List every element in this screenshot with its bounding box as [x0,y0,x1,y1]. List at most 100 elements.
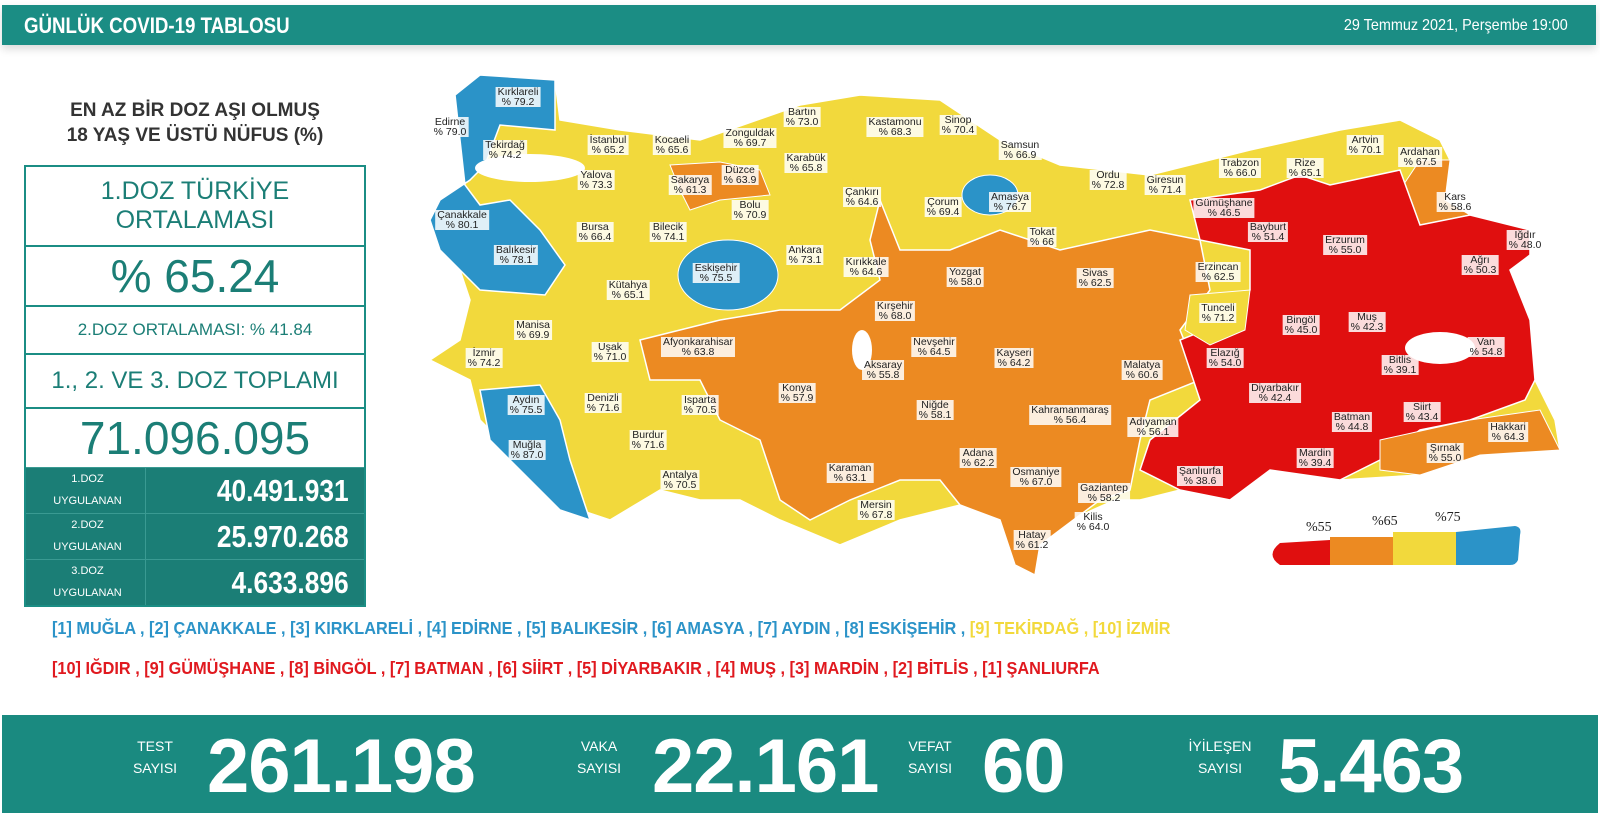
province-label: Karabük% 65.8 [784,153,828,173]
province-value: % 64.6 [843,197,881,207]
province-name: Trabzon [1218,157,1262,169]
province-value: % 39.4 [1296,457,1334,469]
province-name: Kocaeli [652,134,692,146]
province-name: Kastamonu [866,116,924,128]
marmara-sea [475,154,585,182]
province-value: % 71.6 [584,402,622,414]
top-list-blue: [1] MUĞLA , [2] ÇANAKKALE , [3] KIRKLARE… [52,618,970,638]
province-value: % 55.0 [1426,452,1464,464]
province-value: % 72.8 [1089,179,1127,191]
province-label: Ordu% 72.8 [1089,170,1127,191]
panel-title: EN AZ BİR DOZ AŞI OLMUŞ 18 YAŞ VE ÜSTÜ N… [24,98,366,148]
province-label: Manisa% 69.9 [514,320,552,340]
province-label: Amasya% 76.7 [989,192,1031,212]
page-title: GÜNLÜK COVID-19 TABLOSU [24,13,290,38]
turkey-vaccination-map [428,74,1561,577]
province-value: % 60.6 [1121,370,1163,380]
province-value: % 39.1 [1381,364,1419,376]
province-label: Burdur% 71.6 [629,430,667,450]
province-value: % 46.5 [1193,208,1255,218]
province-value: % 51.4 [1247,232,1289,242]
province-value: % 43.4 [1403,411,1441,423]
province-label: Şanlıurfa% 38.6 [1176,465,1224,486]
province-name: Çankırı [843,186,881,198]
province-value: % 67.0 [1010,477,1062,487]
test-label: TEST SAYISI [120,735,190,779]
legend-label-75: %75 [1435,510,1461,525]
dose1-row: 1.DOZ UYGULANAN 40.491.931 [26,467,364,513]
province-name: Eskişehir [692,262,740,274]
province-label: Tekirdağ% 74.2 [483,140,527,160]
province-value: % 44.8 [1331,422,1373,432]
province-value: % 74.2 [483,150,527,160]
date-text: 29 Temmuz 2021, Perşembe 19:00 [1344,17,1568,34]
dose2-average: 2.DOZ ORTALAMASI: % 41.84 [26,307,364,355]
province-value: % 79.2 [495,97,541,107]
province-value: % 55.8 [862,370,904,380]
province-name: Manisa [514,319,552,331]
province-label: Bilecik% 74.1 [649,222,687,243]
province-name: Ardahan [1398,146,1442,158]
province-name: Şanlıurfa [1176,465,1224,477]
province-label: Batman% 44.8 [1331,412,1373,432]
dose-value: 25.970.268 [216,519,349,554]
province-label: Bolu% 70.9 [731,200,769,221]
test-label-1: TEST [137,738,173,754]
province-label: Kahramanmaraş% 56.4 [1029,405,1111,425]
province-label: Kilis% 64.0 [1074,512,1112,532]
province-label: Sakarya% 61.3 [668,175,712,195]
province-value: % 74.2 [465,357,503,369]
dose3-row: 3.DOZ UYGULANAN 4.633.896 [26,559,364,605]
province-label: Kars% 58.6 [1436,192,1474,212]
province-name: Erzincan [1195,261,1241,273]
province-label: Düzce% 63.9 [721,165,759,185]
province-label: Ardahan% 67.5 [1398,147,1442,167]
province-name: Gümüşhane [1193,197,1255,209]
province-name: Mardin [1296,448,1334,458]
province-name: Bingöl [1282,315,1320,325]
province-value: % 69.9 [514,330,552,340]
test-label-2: SAYISI [132,760,178,776]
province-label: Balıkesir% 78.1 [493,245,539,265]
province-value: % 78.1 [493,255,539,265]
province-name: Ankara [786,244,824,256]
province-name: Konya [778,383,816,393]
test-value: 261.198 [207,724,476,809]
province-value: % 57.9 [778,392,816,404]
province-value: % 62.5 [1195,272,1241,282]
province-value: % 76.7 [989,202,1031,212]
province-label: Çankırı% 64.6 [843,187,881,207]
province-value: % 74.1 [649,231,687,243]
province-value: % 70.4 [939,124,977,136]
province-label: Isparta% 70.5 [681,395,719,415]
iyilesen-value: 5.463 [1278,724,1464,809]
province-label: Yozgat% 58.0 [946,267,984,287]
province-name: Nevşehir [911,336,957,348]
province-value: % 70.9 [731,209,769,221]
province-name: Gaziantep [1078,482,1130,494]
vefat-label: VEFAT SAYISI [895,735,965,779]
province-label: İzmir% 74.2 [465,348,503,369]
province-name: Bolu [731,200,769,210]
province-name: Isparta [681,395,719,405]
province-value: % 87.0 [508,449,546,461]
province-value: % 64.3 [1488,432,1528,442]
province-label: Nevşehir% 64.5 [911,336,957,357]
province-name: Amasya [989,191,1031,203]
province-value: % 71.2 [1199,313,1237,323]
province-value: % 71.4 [1144,185,1186,195]
province-name: Elazığ [1206,348,1244,358]
vaka-label-2: SAYISI [576,760,622,776]
province-name: Yalova [577,170,615,180]
province-name: İstanbul [587,134,629,146]
total-label: 1., 2. VE 3. DOZ TOPLAMI [26,355,364,409]
province-label: Kastamonu% 68.3 [866,116,924,137]
province-label: Aksaray% 55.8 [862,360,904,380]
province-value: % 70.5 [660,480,700,490]
province-label: Giresun% 71.4 [1144,175,1186,195]
legend-red [1272,540,1330,565]
province-name: Malatya [1121,359,1163,371]
province-label: Uşak% 71.0 [591,342,629,362]
province-label: Konya% 57.9 [778,383,816,404]
province-value: % 73.1 [786,255,824,265]
